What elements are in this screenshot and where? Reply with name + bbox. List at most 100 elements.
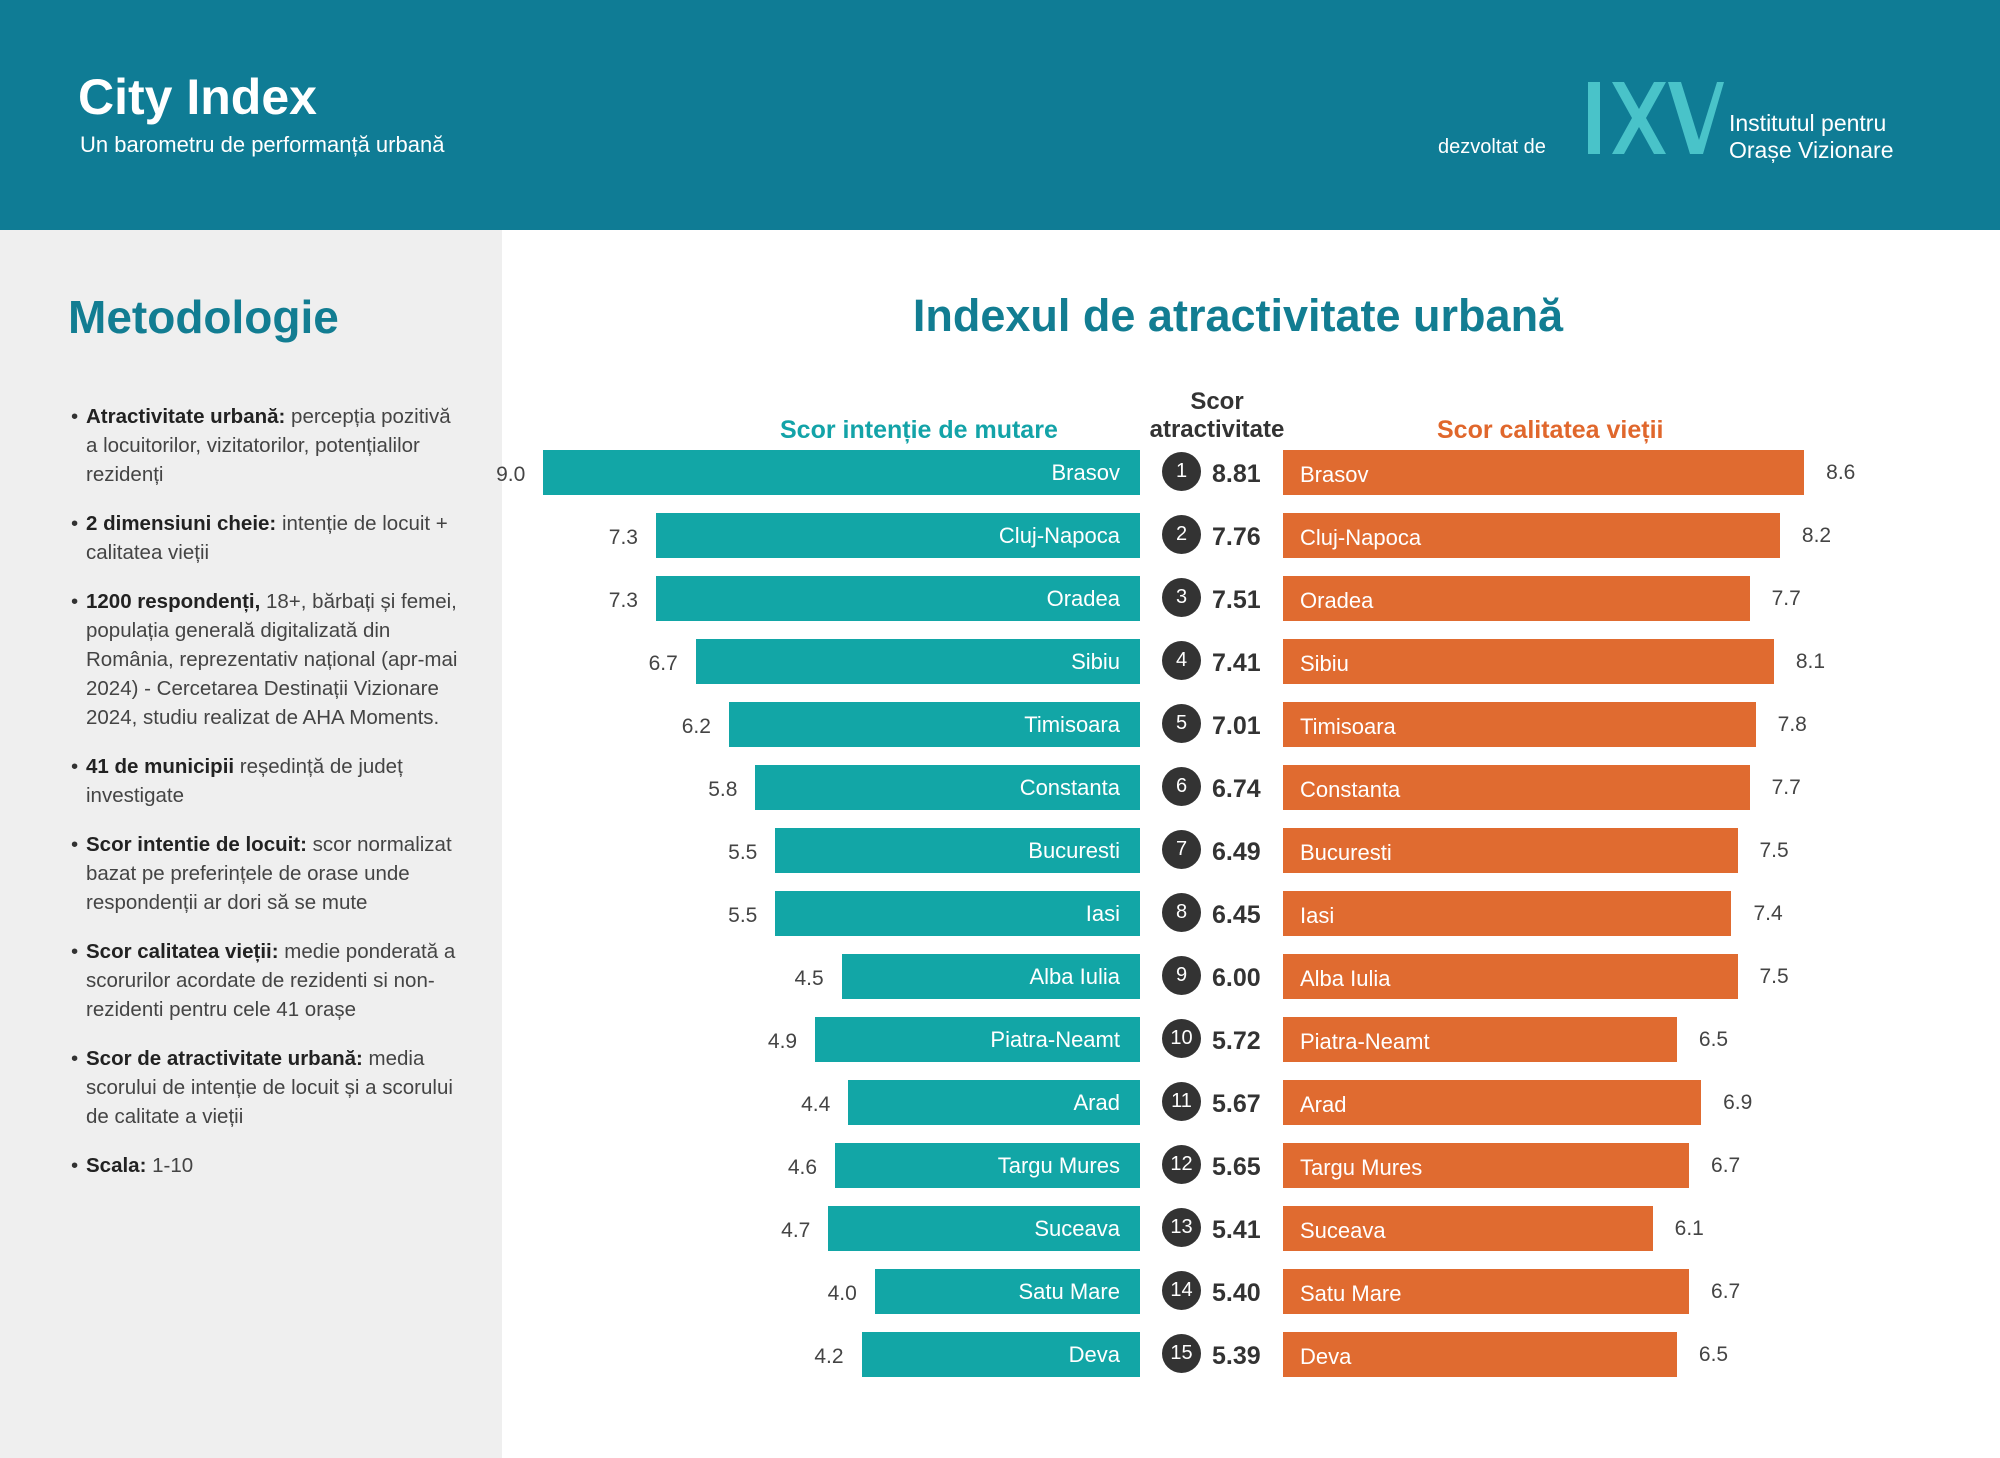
intent-bar [835,1143,1140,1188]
attractiveness-score-value: 7.51 [1212,586,1261,614]
attractiveness-score-value: 6.49 [1212,838,1261,866]
rank-badge: 1 [1162,452,1201,491]
city-label-left: Iasi [1085,901,1120,926]
city-label-left: Alba Iulia [1029,964,1120,989]
intent-value-label: 9.0 [496,463,526,486]
quality-bar [1283,828,1738,873]
city-label-right: Timisoara [1300,714,1396,739]
quality-bar [1283,1332,1677,1377]
org-name-line2: Orașe Vizionare [1729,137,1894,163]
attractiveness-score-value: 6.74 [1212,775,1261,803]
app-subtitle: Un barometru de performanță urbană [80,132,445,157]
quality-bar [1283,1143,1690,1188]
methodology-item: Scala: 1-10 [71,1151,464,1180]
chart-row: Deva 4.2 15 5.39 Deva 6.5 [502,1332,2000,1380]
intent-value-label: 6.7 [648,652,678,675]
intent-bar [874,1269,1140,1314]
chart-row: Timisoara 6.2 5 7.01 Timisoara 7.8 [502,702,2000,750]
rank-badge: 8 [1162,893,1201,932]
item-text: 18+, bărbați și femei, populația general… [86,590,458,729]
attractiveness-score-value: 7.01 [1212,712,1261,740]
item-bold: Scala: [86,1154,147,1177]
city-label-right: Piatra-Neamt [1300,1029,1430,1054]
intent-value-label: 4.0 [827,1282,857,1305]
item-bold: Scor de atractivitate urbană: [86,1047,363,1070]
rank-badge: 5 [1162,704,1201,743]
item-text: percepția pozitivă a locuitorilor, vizit… [86,405,451,486]
quality-value-label: 7.7 [1771,587,1801,610]
intent-value-label: 4.6 [787,1156,818,1179]
chart-row: Piatra-Neamt 4.9 10 5.72 Piatra-Neamt 6.5 [502,1017,2000,1065]
quality-value-label: 8.1 [1795,650,1826,673]
attractiveness-score-value: 8.81 [1212,460,1261,488]
methodology-item: Scor calitatea vieții: medie ponderată a… [71,937,464,1024]
quality-value-label: 6.5 [1698,1343,1729,1366]
item-text: medie ponderată a scorurilor acordate de… [86,940,456,1021]
chart-row: Brasov 9.0 1 8.81 Brasov 8.6 [496,450,2000,498]
quality-bar [1283,513,1780,558]
item-text: media scorului de intenție de locuit și … [86,1047,453,1128]
city-label-right: Sibiu [1300,651,1349,676]
city-label-right: Cluj-Napoca [1300,525,1422,550]
city-label-right: Bucuresti [1300,840,1392,865]
intent-bar [656,513,1140,558]
attractiveness-header-line1: Scor [1190,388,1244,415]
intent-value-label: 5.5 [728,904,758,927]
chart-row: Satu Mare 4.0 14 5.40 Satu Mare 6.7 [502,1269,2000,1317]
item-bold: 1200 respondenți, [86,590,261,613]
quality-bar [1283,1017,1677,1062]
methodology-panel: Metodologie Atractivitate urbană: percep… [0,230,502,1458]
item-text: reședință de județ investigate [86,755,403,807]
methodology-list: Atractivitate urbană: percepția pozitivă… [71,402,464,1200]
intent-bar [543,450,1140,495]
attractiveness-chart: Brasov 9.0 1 8.81 Brasov 8.6 Cluj-Napoca 7.3 2 7.… [496,450,2000,1410]
methodology-item: Scor intentie de locuit: scor normalizat… [71,830,464,917]
attractiveness-score-header: Scor atractivitate [1110,388,1324,444]
city-label-left: Sibiu [1071,649,1120,674]
chart-row: Sibiu 6.7 4 7.41 Sibiu 8.1 [502,639,2000,687]
intent-bar [861,1332,1140,1377]
rank-badge: 14 [1162,1271,1201,1310]
quality-bar [1283,891,1732,936]
rank-badge: 6 [1162,767,1201,806]
org-name: Institutul pentru Orașe Vizionare [1729,110,1894,164]
rank-badge: 3 [1162,578,1201,617]
attractiveness-score-value: 6.45 [1212,901,1261,929]
attractiveness-score-value: 5.67 [1212,1090,1261,1118]
city-label-right: Oradea [1300,588,1374,613]
iov-logo [1588,82,1724,154]
chart-row: Oradea 7.3 3 7.51 Oradea 7.7 [502,576,2000,624]
intent-bar [828,1206,1140,1251]
quality-value-label: 7.7 [1771,776,1801,799]
quality-value-label: 6.9 [1723,1091,1753,1114]
quality-value-label: 8.6 [1826,461,1856,484]
item-bold: 2 dimensiuni cheie: [86,512,277,535]
intent-bar [815,1017,1140,1062]
quality-bar [1283,954,1738,999]
attractiveness-score-value: 7.76 [1212,523,1261,551]
quality-bar [1283,639,1774,684]
intent-bar [775,828,1140,873]
attractiveness-score-value: 5.39 [1212,1342,1261,1370]
item-text: intenție de locuit + calitatea vieții [86,512,448,564]
intent-bar [775,891,1140,936]
chart-row: Constanta 5.8 6 6.74 Constanta 7.7 [502,765,2000,813]
attractiveness-score-value: 5.40 [1212,1279,1261,1307]
quality-bar [1283,1080,1702,1125]
quality-value-label: 6.5 [1698,1028,1729,1051]
intent-value-label: 4.2 [814,1345,844,1368]
city-label-right: Satu Mare [1300,1281,1402,1306]
quality-value-label: 7.8 [1777,713,1807,736]
intent-bar [695,639,1140,684]
rank-badge: 4 [1162,641,1201,680]
rank-badge: 2 [1162,515,1201,554]
intent-value-label: 4.9 [767,1030,798,1053]
quality-value-label: 7.5 [1759,965,1789,988]
quality-bar [1283,1206,1653,1251]
intent-value-label: 7.3 [608,526,638,549]
quality-value-label: 6.7 [1711,1154,1741,1177]
city-label-right: Targu Mures [1300,1155,1423,1180]
city-label-left: Targu Mures [997,1153,1120,1178]
intent-value-label: 6.2 [681,715,711,738]
chart-row: Bucuresti 5.5 7 6.49 Bucuresti 7.5 [502,828,2000,876]
